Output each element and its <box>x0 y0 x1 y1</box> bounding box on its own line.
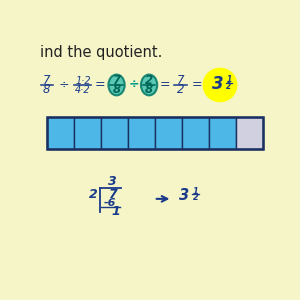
Text: =: = <box>191 79 202 92</box>
Text: 7: 7 <box>112 74 121 87</box>
Text: 3: 3 <box>179 188 189 203</box>
Text: 3: 3 <box>107 175 116 188</box>
Text: ÷: ÷ <box>59 79 70 92</box>
Text: 7: 7 <box>177 74 184 87</box>
Bar <box>47 117 263 149</box>
Text: ÷: ÷ <box>129 79 139 92</box>
Bar <box>209 117 236 149</box>
Text: -6: -6 <box>103 199 116 208</box>
Text: 2: 2 <box>193 193 199 202</box>
Text: 1: 1 <box>111 205 120 218</box>
Text: 8: 8 <box>43 83 50 96</box>
Bar <box>47 117 74 149</box>
Bar <box>101 117 128 149</box>
Text: 2: 2 <box>145 74 153 87</box>
Circle shape <box>203 68 237 102</box>
Ellipse shape <box>141 75 157 95</box>
Text: 1: 1 <box>193 187 199 196</box>
Text: ind the quotient.: ind the quotient. <box>40 45 162 60</box>
Ellipse shape <box>108 75 125 95</box>
Text: 2: 2 <box>89 188 98 201</box>
Bar <box>236 117 263 149</box>
Text: 3: 3 <box>212 75 224 93</box>
Text: 2: 2 <box>226 82 232 91</box>
Text: 8: 8 <box>145 83 153 96</box>
Text: 2: 2 <box>177 83 184 96</box>
Text: =: = <box>95 79 106 92</box>
Bar <box>182 117 209 149</box>
Text: =: = <box>160 79 171 92</box>
Bar <box>155 117 182 149</box>
Text: 8: 8 <box>112 83 121 96</box>
Bar <box>128 117 155 149</box>
Text: 1: 1 <box>226 75 232 84</box>
Text: 1·2: 1·2 <box>75 76 91 85</box>
Text: 4·2: 4·2 <box>75 85 91 94</box>
Text: 7: 7 <box>107 188 116 201</box>
Bar <box>74 117 101 149</box>
Text: 7: 7 <box>43 74 50 87</box>
